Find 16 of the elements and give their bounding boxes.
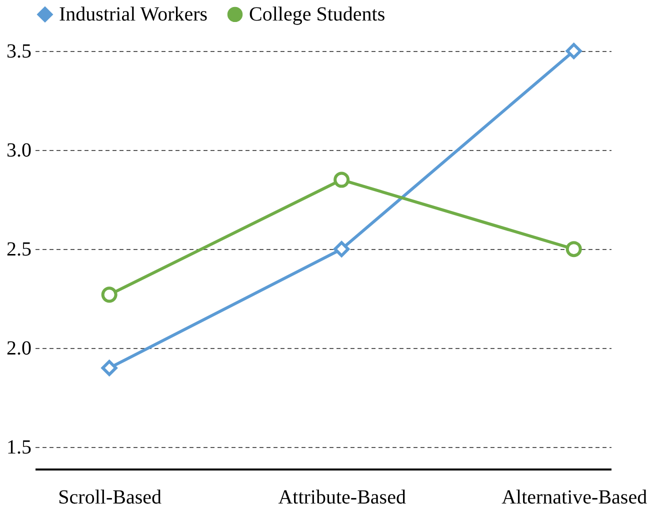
y-tick-label: 2.0 <box>6 338 32 360</box>
x-tick-label: Alternative-Based <box>502 486 648 508</box>
point <box>566 42 582 60</box>
point <box>101 286 118 303</box>
y-tick-label: 2.5 <box>6 238 32 261</box>
point <box>101 360 118 376</box>
y-tick-label: 3.0 <box>6 140 32 162</box>
point <box>334 172 350 188</box>
y-tick-label: 1.5 <box>6 436 32 459</box>
point <box>566 241 582 258</box>
x-tick-label: Attribute-Based <box>278 486 406 508</box>
legend-label: College Students <box>249 3 386 26</box>
x-tick-label: Scroll-Based <box>58 486 162 508</box>
legend-label: Industrial Workers <box>59 3 208 26</box>
point <box>334 241 350 258</box>
y-tick-label: 3.5 <box>6 40 32 62</box>
